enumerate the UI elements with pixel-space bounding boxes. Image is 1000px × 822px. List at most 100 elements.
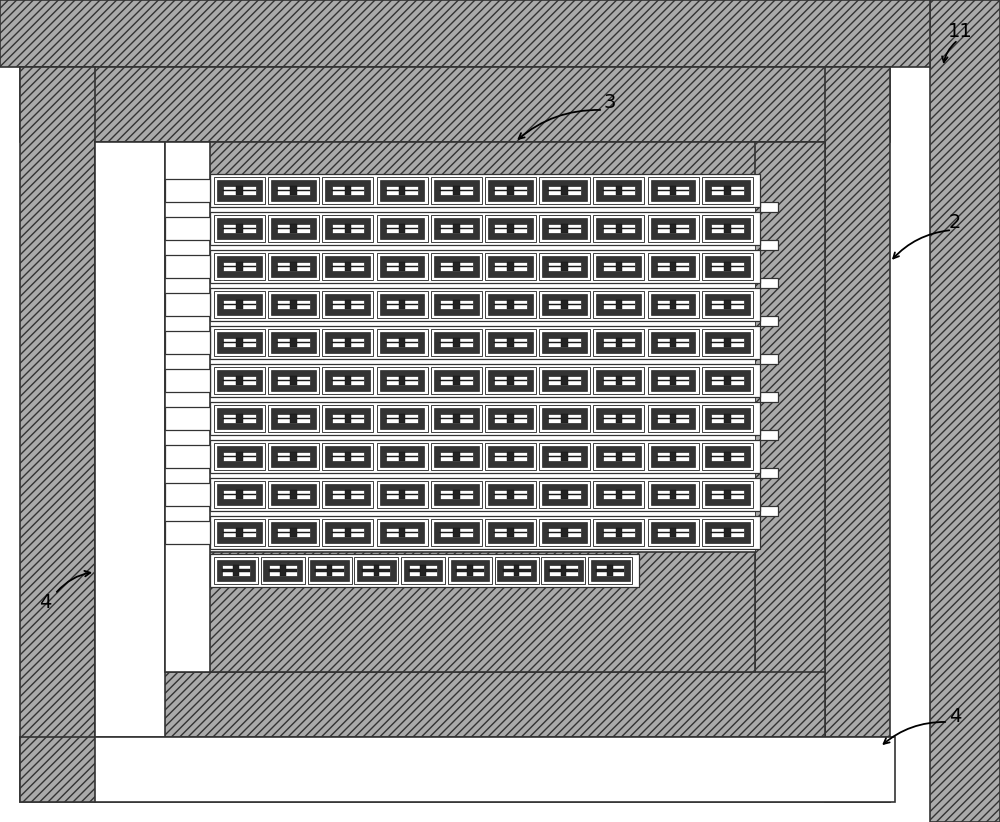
Bar <box>271 484 316 505</box>
Bar <box>453 224 460 233</box>
Bar <box>20 737 890 802</box>
Bar <box>345 338 351 347</box>
Bar <box>290 186 297 195</box>
Bar <box>760 354 778 364</box>
Bar <box>930 0 1000 822</box>
Bar <box>711 266 744 267</box>
Bar <box>760 202 778 212</box>
Bar <box>322 329 373 356</box>
Bar <box>548 303 581 305</box>
Bar <box>277 455 310 457</box>
Bar <box>711 380 744 381</box>
Bar <box>544 560 583 581</box>
Bar <box>268 253 319 280</box>
Bar <box>724 529 731 537</box>
Bar <box>702 405 753 432</box>
Bar <box>724 490 731 499</box>
Bar <box>561 300 568 309</box>
Bar <box>453 414 460 423</box>
Bar <box>95 737 895 802</box>
Bar <box>277 490 310 499</box>
Bar <box>548 262 581 270</box>
Bar <box>456 565 484 576</box>
Bar <box>380 256 424 277</box>
Bar <box>539 215 590 242</box>
Bar <box>541 557 585 584</box>
Bar <box>561 490 568 499</box>
Bar <box>651 180 695 201</box>
Bar <box>165 142 210 672</box>
Bar <box>386 532 418 533</box>
Bar <box>165 197 755 672</box>
Bar <box>507 186 514 195</box>
Bar <box>308 557 352 584</box>
Bar <box>542 522 587 543</box>
Bar <box>542 332 587 353</box>
Bar <box>271 332 316 353</box>
Bar <box>217 560 255 581</box>
Bar <box>386 414 418 423</box>
Bar <box>711 418 744 419</box>
Bar <box>380 332 424 353</box>
Bar <box>386 186 418 195</box>
Bar <box>702 329 753 356</box>
Bar <box>217 408 262 429</box>
Bar <box>705 408 750 429</box>
Bar <box>453 262 460 270</box>
Bar <box>217 446 262 467</box>
Bar <box>210 478 760 511</box>
Bar <box>514 565 519 576</box>
Bar <box>399 414 405 423</box>
Bar <box>705 370 750 391</box>
Bar <box>705 218 750 239</box>
Bar <box>453 376 460 385</box>
Bar <box>332 224 364 233</box>
Bar <box>503 570 531 571</box>
Bar <box>549 570 578 571</box>
Bar <box>702 443 753 470</box>
Bar <box>616 262 622 270</box>
Bar <box>705 294 750 315</box>
Bar <box>217 484 262 505</box>
Bar <box>705 484 750 505</box>
Bar <box>711 228 744 229</box>
Bar <box>345 490 351 499</box>
Bar <box>223 262 256 270</box>
Bar <box>561 565 566 576</box>
Bar <box>399 300 405 309</box>
Bar <box>607 565 613 576</box>
Bar <box>485 329 536 356</box>
Bar <box>223 490 256 499</box>
Bar <box>494 494 527 496</box>
Bar <box>603 532 635 533</box>
Bar <box>271 522 316 543</box>
Bar <box>431 481 482 508</box>
Bar <box>440 342 473 344</box>
Bar <box>290 338 297 347</box>
Bar <box>214 367 265 394</box>
Bar <box>399 338 405 347</box>
Bar <box>271 446 316 467</box>
Bar <box>507 452 514 461</box>
Bar <box>223 380 256 381</box>
Bar <box>648 177 699 204</box>
Bar <box>488 332 533 353</box>
Bar <box>236 414 243 423</box>
Bar <box>648 405 699 432</box>
Bar <box>271 180 316 201</box>
Bar <box>277 529 310 537</box>
Bar <box>386 452 418 461</box>
Bar <box>434 446 479 467</box>
Bar <box>420 565 426 576</box>
Bar <box>711 186 744 195</box>
Bar <box>165 483 210 506</box>
Bar <box>494 342 527 344</box>
Bar <box>332 490 364 499</box>
Bar <box>217 332 262 353</box>
Bar <box>271 408 316 429</box>
Bar <box>670 414 676 423</box>
Bar <box>223 342 256 344</box>
Bar <box>322 291 373 318</box>
Bar <box>434 180 479 201</box>
Bar <box>386 342 418 344</box>
